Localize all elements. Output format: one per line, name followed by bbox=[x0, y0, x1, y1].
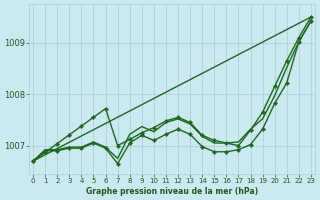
X-axis label: Graphe pression niveau de la mer (hPa): Graphe pression niveau de la mer (hPa) bbox=[86, 187, 258, 196]
